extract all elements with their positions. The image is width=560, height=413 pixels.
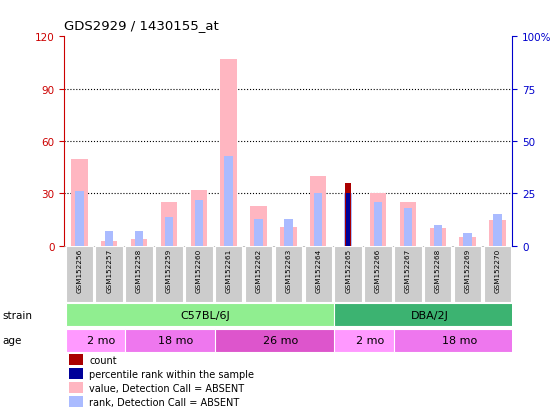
Bar <box>221 60 237 246</box>
Text: GSM152256: GSM152256 <box>76 248 82 292</box>
Text: GSM152265: GSM152265 <box>345 248 351 292</box>
FancyBboxPatch shape <box>484 246 511 302</box>
Bar <box>75 192 83 246</box>
Bar <box>131 239 147 246</box>
FancyBboxPatch shape <box>394 246 422 302</box>
Text: strain: strain <box>3 310 33 320</box>
Text: GSM152266: GSM152266 <box>375 248 381 292</box>
Text: GSM152268: GSM152268 <box>435 248 441 292</box>
Bar <box>69 382 83 393</box>
Text: GSM152270: GSM152270 <box>494 248 501 292</box>
Bar <box>400 203 416 246</box>
Bar <box>225 157 233 246</box>
Bar <box>459 237 476 246</box>
Text: GSM152263: GSM152263 <box>286 248 291 292</box>
Text: GSM152261: GSM152261 <box>226 248 232 292</box>
Bar <box>71 159 87 246</box>
Bar <box>314 194 323 246</box>
Bar <box>250 206 267 246</box>
Bar <box>105 232 113 246</box>
Bar <box>195 200 203 246</box>
Text: GSM152267: GSM152267 <box>405 248 411 292</box>
Bar <box>190 190 207 246</box>
Bar <box>489 220 506 246</box>
Bar <box>346 194 350 246</box>
FancyBboxPatch shape <box>185 246 213 302</box>
FancyBboxPatch shape <box>95 246 123 302</box>
FancyBboxPatch shape <box>66 329 137 352</box>
Bar <box>161 203 177 246</box>
Text: 2 mo: 2 mo <box>87 335 115 345</box>
Bar <box>433 225 442 246</box>
Bar <box>284 219 292 246</box>
FancyBboxPatch shape <box>334 246 362 302</box>
Text: GSM152258: GSM152258 <box>136 248 142 292</box>
Bar <box>254 219 263 246</box>
FancyBboxPatch shape <box>334 329 405 352</box>
Text: percentile rank within the sample: percentile rank within the sample <box>89 369 254 379</box>
Bar <box>135 232 143 246</box>
Text: 18 mo: 18 mo <box>158 335 193 345</box>
Bar <box>344 194 352 246</box>
Text: rank, Detection Call = ABSENT: rank, Detection Call = ABSENT <box>89 396 239 407</box>
Text: 26 mo: 26 mo <box>263 335 298 345</box>
Bar <box>165 217 173 246</box>
Text: GSM152260: GSM152260 <box>196 248 202 292</box>
FancyBboxPatch shape <box>215 329 346 352</box>
FancyBboxPatch shape <box>125 246 153 302</box>
Bar <box>345 183 352 246</box>
Bar <box>374 202 382 246</box>
Bar <box>310 177 326 246</box>
Text: GSM152259: GSM152259 <box>166 248 172 292</box>
FancyBboxPatch shape <box>66 303 346 326</box>
Text: C57BL/6J: C57BL/6J <box>181 310 231 320</box>
FancyBboxPatch shape <box>66 246 93 302</box>
Text: count: count <box>89 355 116 365</box>
FancyBboxPatch shape <box>394 329 525 352</box>
FancyBboxPatch shape <box>125 329 226 352</box>
Bar <box>69 354 83 366</box>
FancyBboxPatch shape <box>215 246 242 302</box>
FancyBboxPatch shape <box>334 303 525 326</box>
Bar <box>404 209 412 246</box>
Bar <box>370 194 386 246</box>
FancyBboxPatch shape <box>305 246 332 302</box>
FancyBboxPatch shape <box>274 246 302 302</box>
Bar <box>69 368 83 379</box>
Text: age: age <box>3 335 22 345</box>
Bar <box>69 396 83 407</box>
Text: DBA/2J: DBA/2J <box>410 310 449 320</box>
Bar <box>101 241 118 246</box>
Text: GSM152269: GSM152269 <box>465 248 470 292</box>
Text: GSM152257: GSM152257 <box>106 248 112 292</box>
FancyBboxPatch shape <box>245 246 272 302</box>
FancyBboxPatch shape <box>364 246 392 302</box>
Text: 2 mo: 2 mo <box>356 335 384 345</box>
Text: GSM152262: GSM152262 <box>255 248 262 292</box>
Text: GDS2929 / 1430155_at: GDS2929 / 1430155_at <box>64 19 219 31</box>
Text: GSM152264: GSM152264 <box>315 248 321 292</box>
FancyBboxPatch shape <box>424 246 451 302</box>
Text: value, Detection Call = ABSENT: value, Detection Call = ABSENT <box>89 383 244 393</box>
Bar <box>430 229 446 246</box>
Bar <box>464 234 472 246</box>
Bar <box>280 227 297 246</box>
Bar <box>493 215 502 246</box>
FancyBboxPatch shape <box>155 246 183 302</box>
Text: 18 mo: 18 mo <box>442 335 477 345</box>
FancyBboxPatch shape <box>454 246 482 302</box>
